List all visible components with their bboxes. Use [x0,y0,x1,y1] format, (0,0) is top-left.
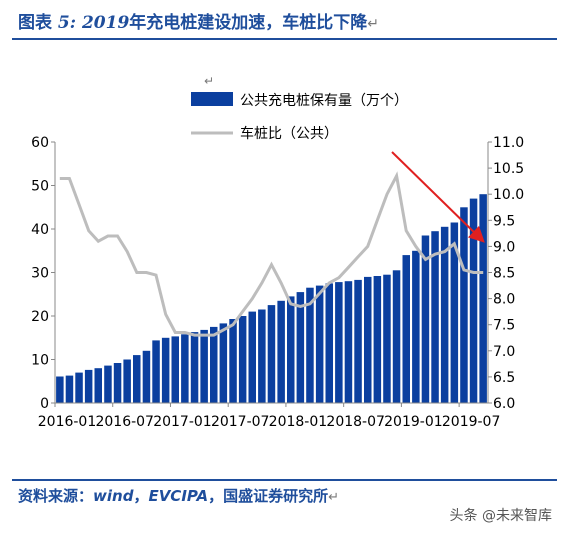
right-tick-label: 10.0 [493,187,524,203]
source-evcipa: EVCIPA [148,487,209,505]
return-mark: ↵ [328,490,340,505]
source-wind: wind [93,487,134,505]
x-tick-label: 2016-01 [38,414,97,430]
bar [161,337,170,404]
bar [75,372,83,403]
figure-label: 图表 [18,13,52,33]
bar [104,365,112,403]
bar [190,332,199,403]
bar [392,270,401,403]
left-tick-label: 10 [31,353,49,369]
legend-bar-swatch [191,92,233,106]
bottom-rule [12,479,557,481]
bar [335,282,343,403]
bar [325,283,333,403]
bar [210,326,218,403]
bar [56,376,64,403]
right-tick-label: 6.5 [493,370,515,386]
bar [479,194,487,403]
right-tick-label: 9.5 [493,213,515,229]
bar [450,222,459,403]
bar [219,323,228,403]
bar [142,350,151,403]
x-tick-label: 2018-07 [326,414,385,430]
trend-arrow [391,151,485,243]
bar [373,276,382,403]
bar [431,231,439,403]
right-tick-label: 11.0 [493,135,524,151]
source-sep-1: ， [133,487,149,505]
bar [113,363,122,403]
bar [94,368,102,403]
right-tick-label: 8.5 [493,266,515,282]
x-tick-label: 2019-01 [384,414,443,430]
watermark: 头条 @未来智库 [449,508,552,524]
bar [133,355,141,403]
bar [123,359,131,403]
source-institute: 国盛证券研究所 [223,487,329,505]
x-tick-label: 2019-07 [442,414,501,430]
bar [152,340,160,403]
bar [460,207,468,404]
left-tick-label: 30 [31,266,49,282]
bar [248,311,256,403]
bar [315,285,324,403]
figure-title: 图表 5: 2019年充电桩建设加速，车桩比下降↵ [18,8,379,33]
bar [258,309,266,403]
bar [364,276,372,403]
bar [267,305,276,403]
x-axis-ticks: 2016-01 2016-07 2017-01 2017-07 2018-01 2018-… [38,403,501,430]
bar [296,292,305,403]
legend-line-label: 车桩比（公共） [240,125,338,142]
source-sep-2: ， [208,487,224,505]
bar [181,334,189,403]
x-tick-label: 2017-01 [153,414,212,430]
left-tick-label: 50 [31,179,49,195]
bar [287,296,295,403]
source-note: 资料来源：wind，EVCIPA，国盛证券研究所↵ [18,485,339,506]
left-tick-label: 20 [31,309,49,325]
bar-series [56,194,487,404]
left-axis-ticks: 0 10 20 30 40 50 60 [31,135,55,412]
bar [238,316,247,403]
figure-year: 2019 [81,13,130,33]
bar [383,274,391,403]
bar [354,279,362,403]
bar [412,250,420,404]
left-tick-label: 40 [31,222,49,238]
source-label: 资料来源： [18,487,94,505]
bar [421,235,430,403]
right-tick-label: 9.0 [493,239,515,255]
right-tick-label: 10.5 [493,161,524,177]
bar [402,255,410,403]
bar [229,319,237,403]
right-tick-label: 7.0 [493,344,515,360]
bar [171,336,179,403]
right-tick-label: 7.5 [493,318,515,334]
bar [65,375,74,403]
bar [344,281,353,403]
figure-title-text: 年充电桩建设加速，车桩比下降 [129,13,368,33]
legend-bar-label: 公共充电桩保有量（万个） [240,92,408,109]
bar [200,329,208,403]
figure-number: 5: [57,13,77,33]
left-tick-label: 60 [31,135,49,151]
return-mark: ↵ [367,16,380,32]
bar [277,300,285,403]
right-tick-label: 6.0 [493,396,515,412]
ratio-line [59,171,484,337]
x-tick-label: 2016-07 [95,414,154,430]
bar [306,287,314,403]
x-tick-label: 2017-07 [211,414,270,430]
right-tick-label: 8.0 [493,292,515,308]
x-tick-label: 2018-01 [269,414,328,430]
bar [469,198,478,403]
right-axis-ticks: 6.0 6.5 7.0 7.5 8.0 8.5 9.0 9.5 10.0 10.5 11.0 [488,135,524,412]
top-rule [12,38,557,40]
left-tick-label: 0 [40,396,49,412]
bar [440,226,449,403]
legend-mark: ↵ [204,74,214,88]
bar [84,369,93,403]
